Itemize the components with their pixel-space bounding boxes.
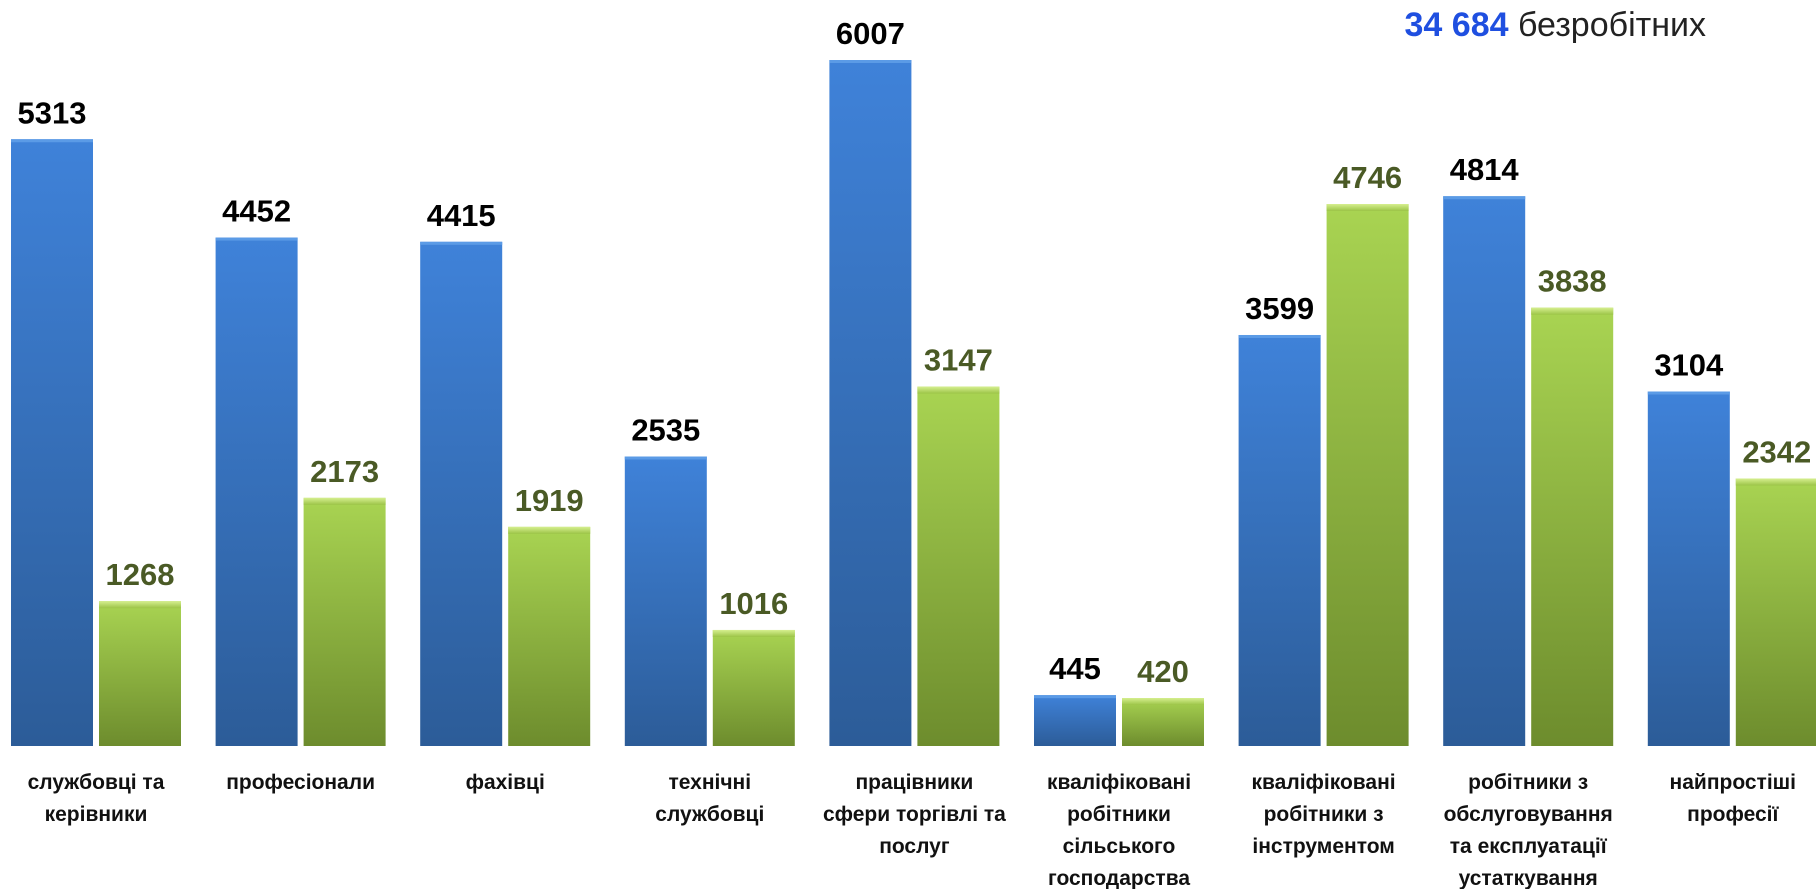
bar-series2-top-5 [1122,698,1204,706]
bar-series2-7 [1531,307,1614,746]
bar-series2-0 [99,601,181,746]
bars-layer [11,60,1816,746]
total-unemployed-header: 34 684 безробітних [1405,6,1706,45]
bar-series2-1 [303,497,386,746]
value-label-series1-6: 3599 [1245,291,1314,326]
category-label-line: найпростіші [1670,771,1796,794]
value-label-series1-7: 4814 [1450,152,1520,187]
bar-series1-5 [1034,695,1116,746]
bar-series1-top-0 [11,139,93,143]
bar-series1-top-1 [215,237,298,241]
category-label-line: технічні [668,771,751,794]
bar-series2-2 [508,526,591,746]
bar-series2-top-6 [1326,204,1409,212]
category-label-line: сільського [1063,835,1176,858]
value-label-series2-1: 2173 [310,454,379,489]
bar-series2-5 [1122,698,1204,746]
bar-series2-top-4 [917,386,1000,394]
bar-series2-top-2 [508,526,591,534]
category-label-line: послуг [879,835,950,858]
bar-series2-top-7 [1531,307,1614,315]
bar-series2-top-1 [303,497,386,505]
total-unemployed-label: безробітних [1517,6,1706,44]
bar-series2-top-8 [1735,478,1816,486]
bar-series1-2 [420,241,503,746]
bar-series1-top-8 [1647,391,1730,395]
value-label-series2-3: 1016 [719,586,788,621]
bar-series1-1 [215,237,298,746]
category-label-line: керівники [45,803,148,826]
bar-series2-6 [1326,204,1409,746]
category-label-0: службовці та керівники [28,771,165,826]
category-label-line: господарства [1048,867,1190,889]
value-label-series1-5: 445 [1049,651,1101,686]
labels-layer: 5313 1268 службовці та керівники 4452 2173 про… [18,16,1812,889]
bar-series1-8 [1647,391,1730,746]
value-label-series2-2: 1919 [515,483,584,518]
category-label-line: робітники з [1264,803,1384,826]
value-label-series1-0: 5313 [18,95,87,130]
bar-series1-6 [1238,334,1321,746]
value-label-series1-3: 2535 [631,413,700,448]
bar-series2-4 [917,386,1000,746]
category-label-line: службовці [655,803,764,826]
total-unemployed-value: 34 684 [1404,6,1509,44]
bar-series2-8 [1735,478,1816,746]
category-label-line: професії [1687,803,1779,826]
category-label-line: інструментом [1252,835,1394,858]
category-label-8: найпростіші професії [1670,771,1796,826]
category-label-1: професіонали [226,771,375,794]
category-label-2: фахівці [466,771,545,794]
bar-series1-top-3 [624,456,707,460]
category-label-line: фахівці [466,771,545,794]
value-label-series2-4: 3147 [924,343,993,378]
category-label-7: робітники з обслуговування та експлуатації… [1444,771,1613,889]
bar-series2-top-3 [712,629,795,637]
bar-series1-top-4 [829,60,912,63]
category-label-line: обслуговування [1444,803,1613,826]
category-label-6: кваліфіковані робітники з інструментом [1252,771,1396,858]
category-label-line: службовці та [28,771,165,794]
value-label-series2-6: 4746 [1333,160,1402,195]
value-label-series1-4: 6007 [836,16,905,51]
bar-series1-top-5 [1034,695,1116,699]
category-label-line: кваліфіковані [1047,771,1191,794]
bar-series1-top-7 [1443,196,1526,200]
value-label-series1-1: 4452 [222,194,291,229]
category-label-line: сфери торгівлі та [823,803,1006,826]
bar-series1-4 [829,60,912,746]
category-label-line: професіонали [226,771,375,794]
bar-series1-3 [624,456,707,746]
value-label-series1-8: 3104 [1654,348,1724,383]
value-label-series1-2: 4415 [427,198,496,233]
bar-series2-top-0 [99,601,181,609]
category-label-line: працівники [855,771,973,794]
category-label-4: працівники сфери торгівлі та послуг [823,771,1006,858]
value-label-series2-8: 2342 [1742,435,1811,470]
bar-series1-top-6 [1238,334,1321,338]
bar-series1-0 [11,139,93,746]
value-label-series2-0: 1268 [106,557,175,592]
bar-series1-7 [1443,196,1526,746]
category-label-line: устаткування [1459,867,1598,889]
bar-series1-top-2 [420,241,503,245]
category-label-line: робітники з [1468,771,1588,794]
bar-series2-3 [712,629,795,746]
category-label-5: кваліфіковані робітники сільського господар… [1047,771,1191,889]
category-label-line: та експлуатації [1450,835,1608,858]
category-label-line: кваліфіковані [1252,771,1396,794]
value-label-series2-5: 420 [1137,654,1189,689]
value-label-series2-7: 3838 [1538,264,1607,299]
category-label-line: робітники [1067,803,1171,826]
category-label-3: технічні службовці [655,771,764,826]
